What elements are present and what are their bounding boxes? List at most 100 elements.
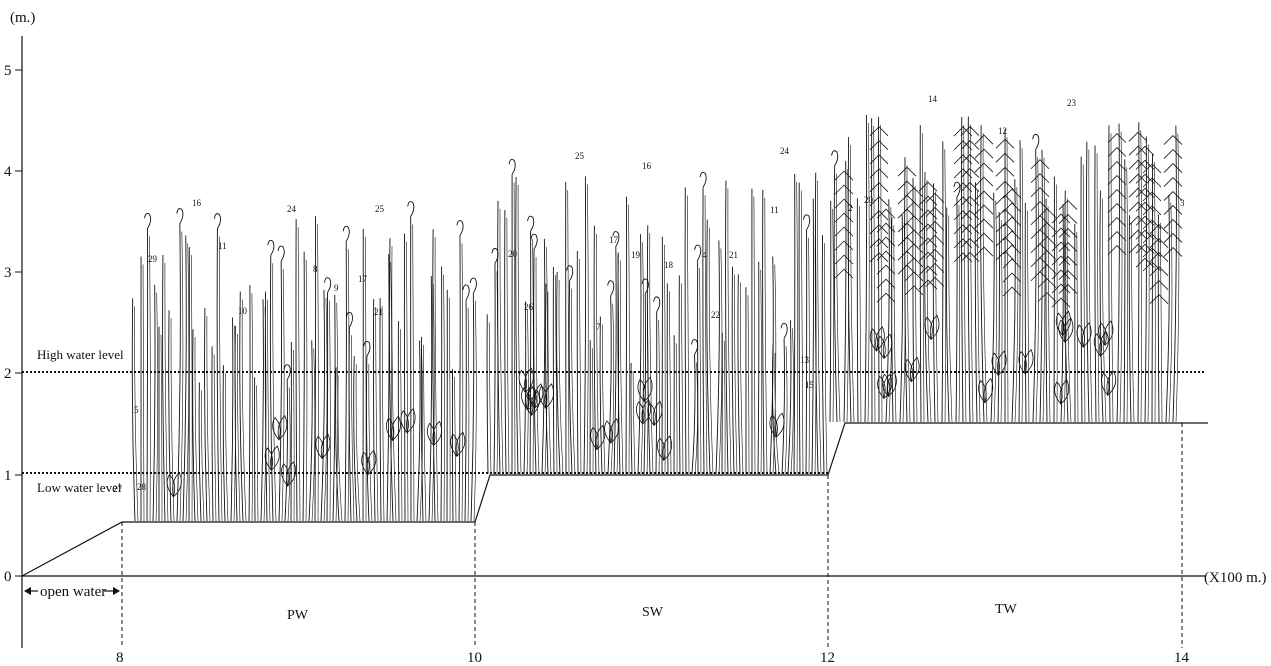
- plant-stem: [332, 294, 336, 522]
- plant-stem: [164, 262, 169, 522]
- plant-stem: [1131, 223, 1135, 423]
- plant-fronds: [1163, 204, 1183, 215]
- plant-leaf: [978, 379, 987, 404]
- plant-fronds: [1149, 294, 1169, 304]
- plant-stem: [974, 182, 978, 423]
- plant-stem: [344, 241, 347, 522]
- plant-leaf: [172, 472, 182, 498]
- species-number: 8: [313, 264, 318, 274]
- plant-stem: [921, 133, 925, 423]
- plant-stem: [1045, 198, 1048, 423]
- plant-stem: [997, 212, 1000, 423]
- plant-stem: [764, 197, 768, 475]
- plant-stem: [293, 350, 295, 522]
- plant-stem: [632, 370, 636, 475]
- plant-leaf: [983, 377, 994, 404]
- plant-fronds: [925, 220, 945, 231]
- plant-stem: [787, 320, 792, 475]
- plant-stem: [213, 354, 217, 522]
- plant-stem: [935, 191, 939, 423]
- plant-stem: [1116, 123, 1120, 423]
- species-number: 27: [113, 484, 123, 494]
- plant-stem: [264, 291, 268, 522]
- plant-fronds: [1135, 145, 1155, 156]
- plant-fronds: [1163, 134, 1183, 145]
- plant-leaf: [1059, 379, 1070, 405]
- plant-stem: [419, 348, 423, 522]
- plant-stem: [708, 227, 714, 475]
- plant-fronds: [876, 264, 896, 275]
- plant-leaf: [385, 417, 395, 442]
- plant-stem: [219, 236, 223, 522]
- plant-fronds: [1002, 188, 1022, 199]
- plant-leaf: [1103, 320, 1114, 346]
- plant-stem: [314, 216, 317, 522]
- plant-leaf: [518, 369, 528, 394]
- plant-fronds: [953, 196, 973, 207]
- plant-fronds: [1135, 229, 1155, 240]
- plant-fronds: [1058, 255, 1078, 266]
- plant-fronds: [869, 224, 889, 235]
- zone-label-sw: SW: [642, 605, 664, 620]
- y-tick-label: 0: [4, 569, 12, 585]
- plant-leaf: [1106, 370, 1117, 396]
- plant-fronds: [960, 195, 980, 206]
- plant-fronds: [1107, 147, 1127, 157]
- species-labels-tw: 2 20 14 12 23 3: [848, 94, 1185, 213]
- species-number: 7: [596, 322, 601, 332]
- plant-stem: [739, 282, 744, 475]
- plant-fronds: [1135, 243, 1155, 254]
- plant-fronds: [953, 168, 973, 179]
- plant-fronds: [876, 236, 896, 247]
- species-number: 16: [192, 198, 202, 208]
- species-number: 29: [148, 254, 158, 264]
- plant-fronds: [995, 236, 1015, 247]
- plant-stem: [731, 266, 735, 475]
- plant-curl: [607, 280, 615, 296]
- plant-fronds: [1163, 162, 1183, 173]
- plant-leaf: [272, 417, 281, 441]
- plant-stem: [970, 124, 974, 423]
- plant-fronds: [953, 210, 973, 221]
- plant-stem: [239, 291, 244, 522]
- plant-stem: [1035, 157, 1040, 423]
- plant-stem: [904, 157, 908, 423]
- plant-fronds: [953, 238, 973, 249]
- plant-leaf: [1082, 322, 1092, 348]
- plant-stem: [182, 235, 187, 522]
- plant-fronds: [1002, 216, 1022, 227]
- x-tick-label: 10: [467, 650, 482, 666]
- plant-leaf: [366, 449, 377, 476]
- plant-fronds: [974, 246, 994, 257]
- plant-leaf: [609, 418, 620, 444]
- plant-fronds: [918, 223, 938, 234]
- plant-stem: [535, 257, 540, 475]
- plant-stem: [388, 238, 394, 522]
- open-water-arrow: open water: [24, 584, 120, 600]
- plant-stem: [267, 299, 271, 522]
- plant-curl: [213, 213, 222, 229]
- plant-fronds: [1037, 236, 1057, 246]
- plant-stem: [176, 223, 181, 522]
- plant-stem: [958, 205, 961, 423]
- species-number: 21: [374, 307, 383, 317]
- plant-curl: [407, 201, 415, 217]
- plant-fronds: [869, 210, 889, 221]
- plant-stem: [955, 197, 958, 423]
- plant-stem: [878, 116, 880, 423]
- plant-stem: [880, 124, 883, 423]
- plant-stem: [555, 274, 558, 475]
- plant-fronds: [974, 148, 994, 159]
- plant-stem: [532, 239, 534, 475]
- plant-fronds: [876, 222, 896, 233]
- plant-fronds: [869, 140, 889, 151]
- plant-stem: [891, 217, 894, 423]
- plant-stem: [1157, 214, 1160, 423]
- y-tick-label: 4: [4, 164, 12, 180]
- plant-fronds: [1037, 208, 1057, 218]
- plant-stem: [747, 295, 750, 475]
- plant-curl: [953, 181, 961, 198]
- species-number: 20: [508, 249, 518, 259]
- plant-curl: [530, 233, 538, 250]
